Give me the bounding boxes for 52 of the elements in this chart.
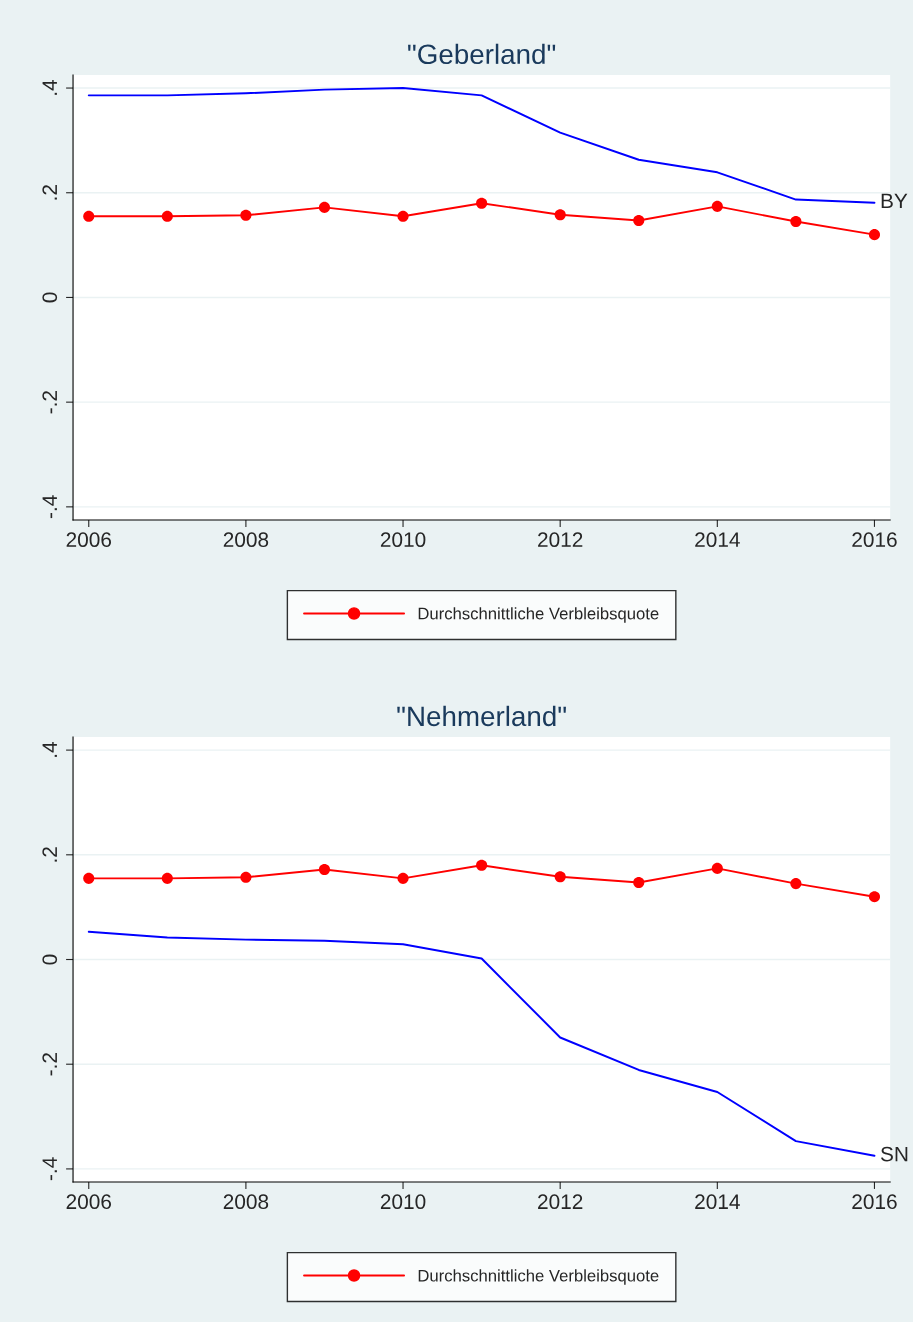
x-tick-label: 2006 — [66, 1194, 112, 1210]
y-tick-label: -.4 — [42, 1157, 57, 1181]
point — [868, 229, 881, 241]
chart-title: "Nehmerland" — [397, 705, 566, 727]
x-tick-label: 2016 — [852, 532, 897, 548]
annotation: BY — [881, 193, 908, 209]
chart-title: "Geberland" — [408, 43, 556, 65]
x-tick-label: 2012 — [538, 532, 583, 548]
y-tick-label: 0 — [42, 954, 58, 965]
text: Durchschnittliche Verbleibsquote — [418, 607, 659, 623]
point — [161, 872, 173, 884]
point — [318, 201, 331, 213]
x-tick-label: 2010 — [380, 532, 426, 548]
x-tick-label: 2012 — [538, 1194, 583, 1210]
x-tick-label: 2014 — [695, 532, 740, 548]
y-tick-label: .2 — [42, 847, 57, 862]
point — [240, 209, 252, 221]
y-tick-label: .4 — [42, 79, 57, 95]
point — [83, 872, 95, 884]
point — [318, 863, 331, 876]
point — [397, 872, 409, 884]
point — [633, 877, 645, 889]
y-tick-label: 0 — [42, 292, 58, 303]
point — [868, 891, 881, 903]
point — [83, 210, 95, 222]
point — [633, 214, 645, 227]
y-tick-label: -.4 — [42, 495, 57, 519]
point — [397, 210, 409, 222]
point — [790, 878, 802, 890]
x-tick-label: 2014 — [695, 1194, 740, 1210]
point — [711, 200, 723, 212]
y-tick-label: -.2 — [42, 391, 57, 414]
line-series — [87, 930, 876, 1157]
y-tick-label: -.2 — [42, 1053, 57, 1076]
point — [476, 197, 488, 209]
annotation: SN — [880, 1146, 908, 1162]
y-tick-label: .4 — [42, 742, 57, 757]
point — [554, 871, 566, 883]
point — [161, 210, 173, 222]
point — [476, 859, 488, 871]
point — [554, 209, 566, 221]
x-tick-label: 2016 — [852, 1194, 897, 1210]
point — [711, 862, 723, 874]
point — [240, 871, 252, 883]
x-tick-label: 2008 — [223, 1194, 269, 1210]
text: Durchschnittliche Verbleibsquote — [418, 1269, 659, 1285]
x-tick-label: 2010 — [380, 1194, 426, 1210]
line-series — [87, 87, 876, 204]
x-tick-label: 2008 — [223, 532, 269, 548]
y-tick-label: .2 — [42, 185, 57, 200]
point — [790, 215, 802, 228]
x-tick-label: 2006 — [66, 532, 112, 548]
